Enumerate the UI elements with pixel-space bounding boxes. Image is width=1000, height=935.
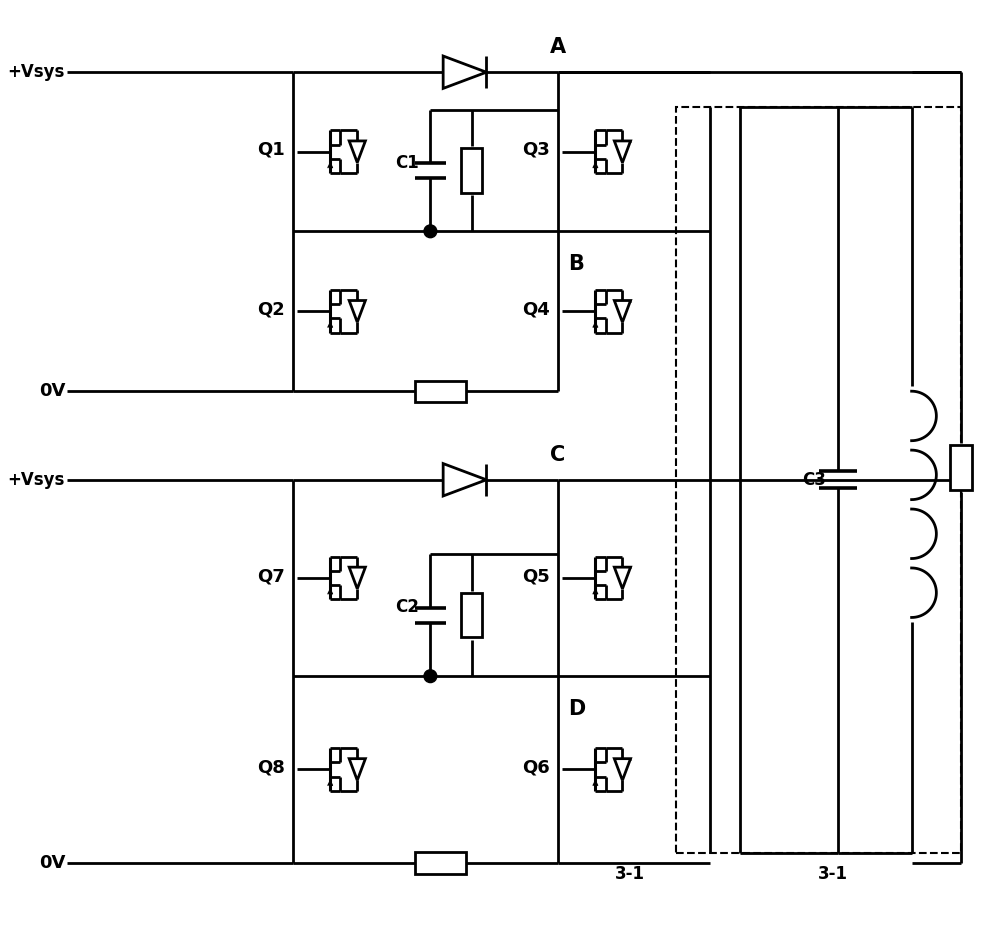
Polygon shape [349,568,365,589]
Bar [950,445,972,490]
Bar [461,593,482,638]
Bar [415,852,466,873]
Text: 3-1: 3-1 [615,865,645,883]
Text: C2: C2 [395,598,419,616]
Text: 0V: 0V [39,854,65,871]
Circle shape [424,669,437,683]
Text: Q6: Q6 [522,758,550,777]
Text: Q2: Q2 [257,300,285,319]
Polygon shape [614,300,631,323]
Text: Q3: Q3 [522,141,550,159]
Bar [415,381,466,402]
Text: +Vsys: +Vsys [8,471,65,489]
Text: D: D [568,698,585,719]
Text: Q5: Q5 [522,567,550,585]
Text: A: A [550,37,566,57]
Polygon shape [443,464,486,496]
Text: C: C [550,445,566,465]
Text: B: B [568,254,584,274]
Polygon shape [614,758,631,781]
Text: 0V: 0V [39,382,65,400]
Bar [676,107,961,853]
Text: Q4: Q4 [522,300,550,319]
Text: Q1: Q1 [257,141,285,159]
Text: C3: C3 [802,471,826,489]
Polygon shape [614,141,631,163]
Polygon shape [443,56,486,89]
Circle shape [424,225,437,237]
Polygon shape [349,758,365,781]
Text: 3-1: 3-1 [818,865,848,883]
Polygon shape [349,300,365,323]
Text: C1: C1 [395,153,419,171]
Polygon shape [349,141,365,163]
Text: +Vsys: +Vsys [8,64,65,81]
Polygon shape [614,568,631,589]
Text: Q8: Q8 [257,758,285,777]
Bar [461,149,482,193]
Text: Q7: Q7 [257,567,285,585]
